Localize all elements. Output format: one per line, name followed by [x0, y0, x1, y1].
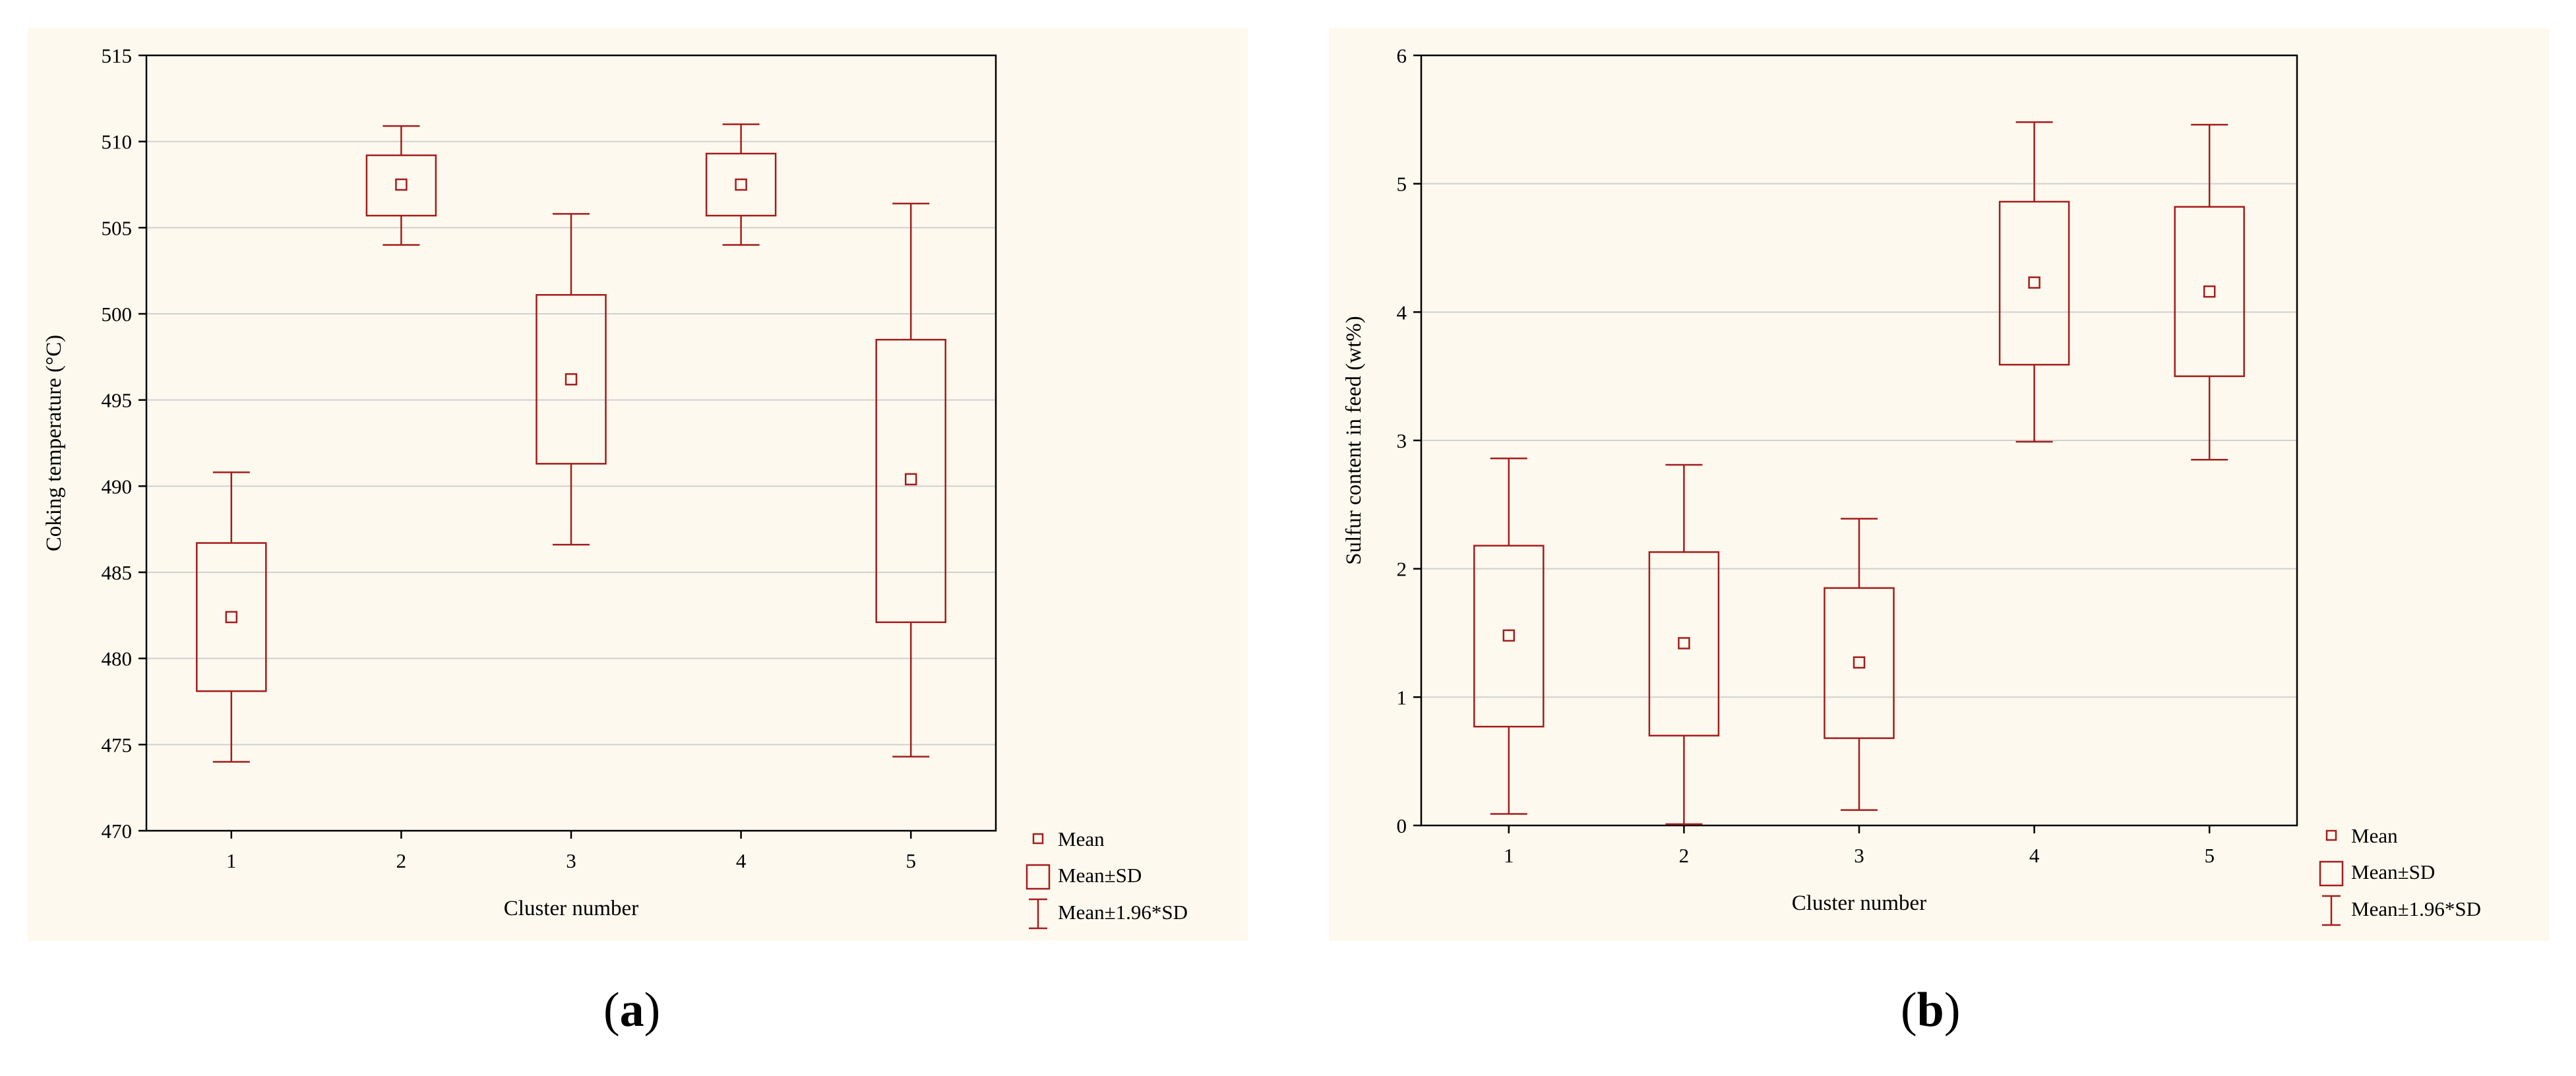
chart-b-x-tick-label: 3 [1854, 844, 1864, 867]
chart-b-mean-marker [1853, 656, 1866, 669]
chart-b-legend-sd-label: Mean±SD [2351, 860, 2435, 883]
chart-b-mean-marker [1678, 637, 1690, 649]
chart-b-y-tick-label: 1 [1397, 686, 1407, 709]
chart-b-x-tick-label: 4 [2029, 844, 2040, 867]
chart-b-mean-marker [2028, 276, 2040, 289]
caption-a: (a) [603, 983, 661, 1037]
chart-a-legend-ci-label: Mean±1.96*SD [1058, 901, 1188, 924]
chart-a-y-tick-label: 490 [102, 475, 133, 498]
chart-a-mean-marker [225, 611, 238, 624]
chart-a-mean-marker [735, 178, 747, 191]
chart-b-y-tick-label: 3 [1397, 429, 1407, 452]
chart-a-y-tick-label: 495 [102, 389, 133, 412]
chart-b-x-tick-label: 5 [2204, 844, 2215, 867]
chart-b-x-tick-label: 2 [1679, 844, 1690, 867]
caption-a-letter: a [619, 983, 644, 1037]
chart-a-sd-box [365, 154, 437, 217]
caption-b-letter: b [1917, 983, 1944, 1037]
chart-a-y-tick-label: 485 [102, 561, 133, 584]
chart-a-svg: 470 475 480 485 490 495 500 505 510 515 1 2 3 4 5 Clust… [42, 44, 1188, 930]
chart-b-svg: 0 1 2 3 4 5 6 1 2 3 4 5 Cluster number Sulfur content… [1342, 44, 2481, 926]
chart-b-legend-ci-label: Mean±1.96*SD [2351, 897, 2481, 920]
chart-b-sd-box [1648, 551, 1720, 736]
chart-a-y-tick-label: 475 [102, 733, 133, 756]
chart-a-sd-box [536, 294, 607, 465]
chart-b-x-axis-title: Cluster number [1792, 891, 1926, 915]
chart-a-legend-mean-icon [1032, 833, 1044, 845]
chart-a-y-tick-label: 510 [102, 131, 133, 154]
chart-panel-a: 470 475 480 485 490 495 500 505 510 515 1 2 3 4 5 Clust… [28, 28, 1248, 941]
chart-a-mean-marker [904, 473, 917, 486]
chart-b-y-tick-label: 4 [1397, 301, 1407, 324]
chart-b-y-tick-label: 5 [1397, 173, 1407, 196]
chart-a-sd-box [196, 542, 267, 692]
chart-b-y-tick-label: 6 [1397, 44, 1407, 67]
chart-a-y-axis-title: Coking temperature (°C) [42, 335, 66, 551]
chart-b-mean-marker [2203, 285, 2216, 298]
chart-b-legend-sd-icon [2319, 860, 2344, 887]
chart-b-sd-box [2174, 206, 2245, 377]
chart-a-x-tick-label: 2 [396, 849, 407, 872]
chart-a-y-tick-label: 500 [102, 303, 133, 326]
chart-a-legend-sd-icon [1026, 864, 1051, 890]
chart-a-mean-marker [395, 178, 408, 191]
chart-a-x-tick-label: 4 [736, 849, 747, 872]
chart-a-y-tick-label: 505 [102, 216, 133, 239]
chart-a-y-tick-label: 480 [102, 647, 133, 671]
chart-a-sd-box [705, 152, 777, 217]
chart-panel-b: 0 1 2 3 4 5 6 1 2 3 4 5 Cluster number Sulfur content… [1329, 28, 2549, 941]
chart-b-sd-box [1998, 200, 2070, 366]
chart-b-x-tick-label: 1 [1504, 844, 1514, 867]
chart-b-y-axis-title: Sulfur content in feed (wt%) [1342, 316, 1366, 565]
chart-a-x-tick-label: 5 [905, 849, 916, 872]
chart-b-legend-mean-label: Mean [2351, 824, 2398, 847]
chart-b-legend-mean-icon [2325, 829, 2337, 841]
chart-b-sd-box [1824, 587, 1895, 739]
chart-a-x-tick-label: 3 [566, 849, 576, 872]
chart-b-sd-box [1473, 545, 1545, 728]
chart-a-mean-marker [565, 373, 578, 386]
chart-b-y-tick-label: 0 [1397, 814, 1407, 837]
chart-b-y-tick-label: 2 [1397, 558, 1407, 581]
caption-b: (b) [1901, 983, 1961, 1037]
chart-a-plot-frame [145, 54, 997, 832]
chart-b-mean-marker [1502, 629, 1516, 642]
chart-a-y-tick-label: 470 [102, 820, 133, 843]
chart-a-y-tick-label: 515 [102, 44, 133, 67]
chart-a-legend-mean-label: Mean [1058, 827, 1105, 851]
chart-a-x-axis-title: Cluster number [504, 897, 638, 920]
chart-a-sd-box [875, 338, 946, 624]
chart-a-legend-sd-label: Mean±SD [1058, 864, 1142, 887]
chart-a-x-tick-label: 1 [226, 849, 237, 872]
